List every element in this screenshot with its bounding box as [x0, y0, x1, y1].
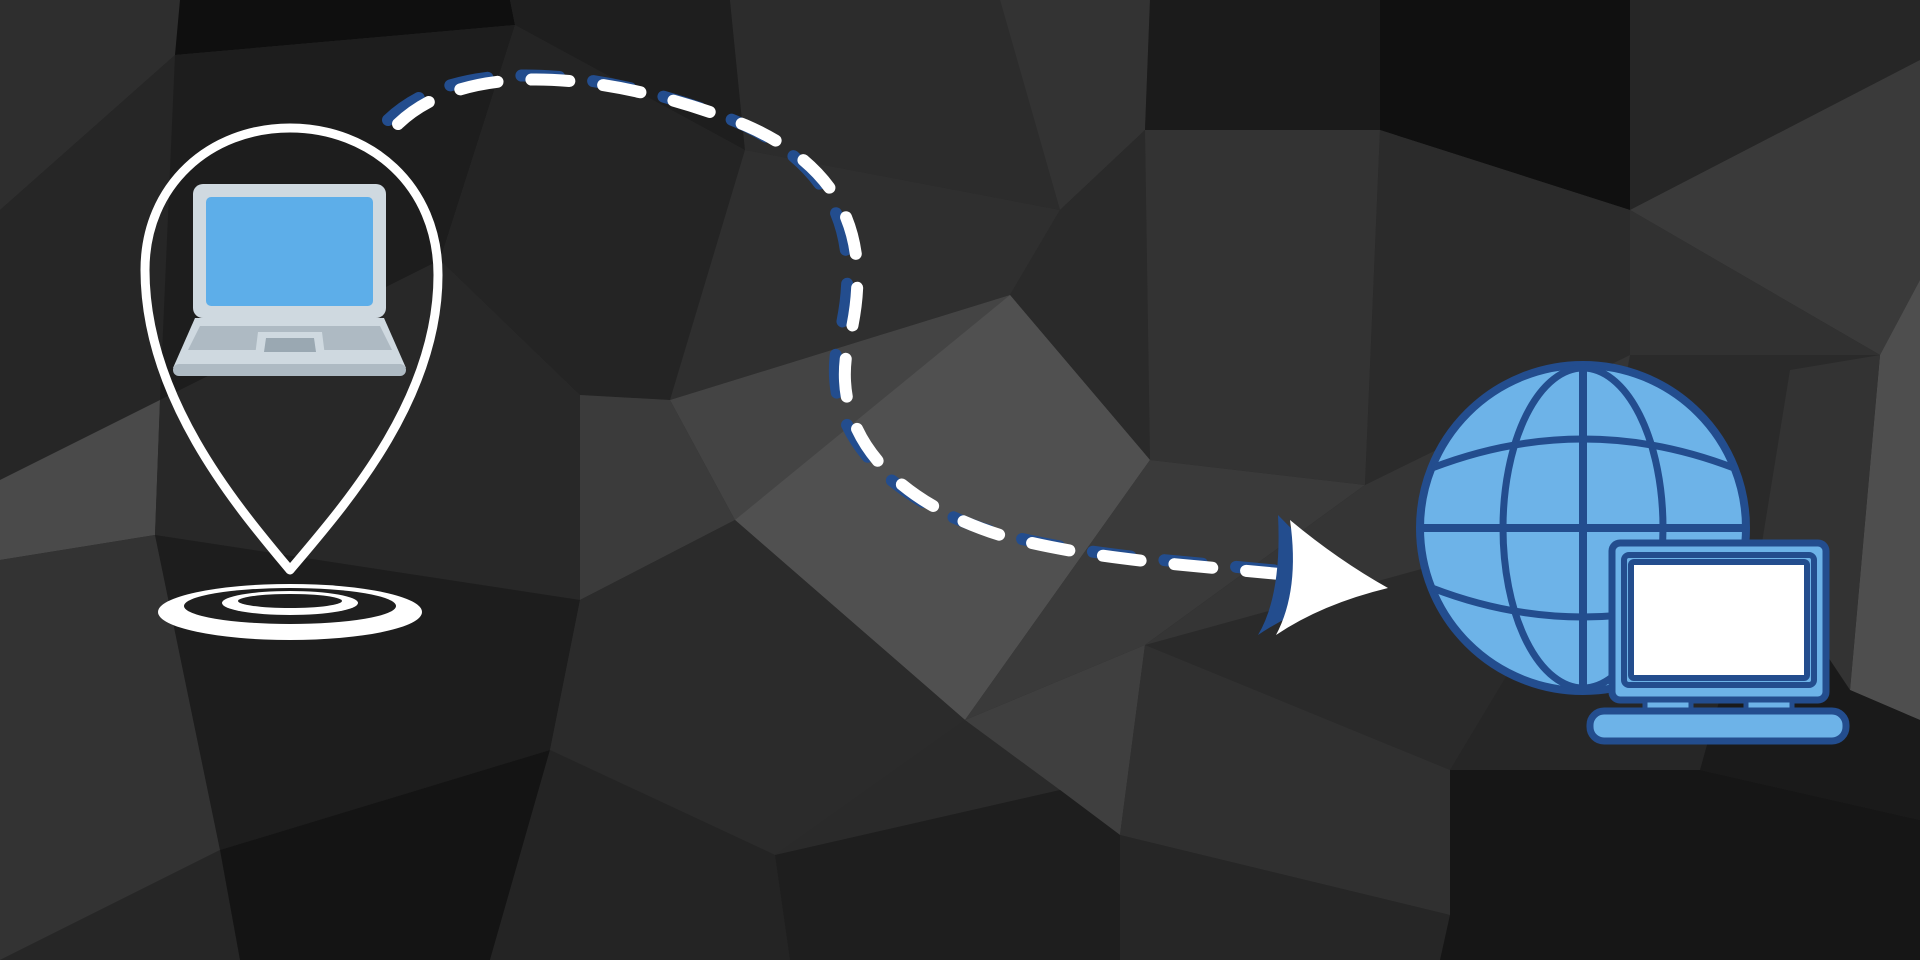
desktop-monitor-icon [1586, 539, 1850, 745]
arrow-head-icon [1258, 515, 1388, 635]
transfer-path [382, 69, 1296, 581]
laptop-icon [173, 184, 406, 376]
globe-with-computer-icon [1416, 361, 1850, 745]
map-pin-outline-icon [140, 123, 443, 575]
laptop-location-pin-icon [140, 123, 443, 640]
transfer-path-shadow [382, 69, 1286, 577]
transfer-path-dashes [392, 73, 1296, 581]
pin-ripple-icon [158, 584, 422, 640]
